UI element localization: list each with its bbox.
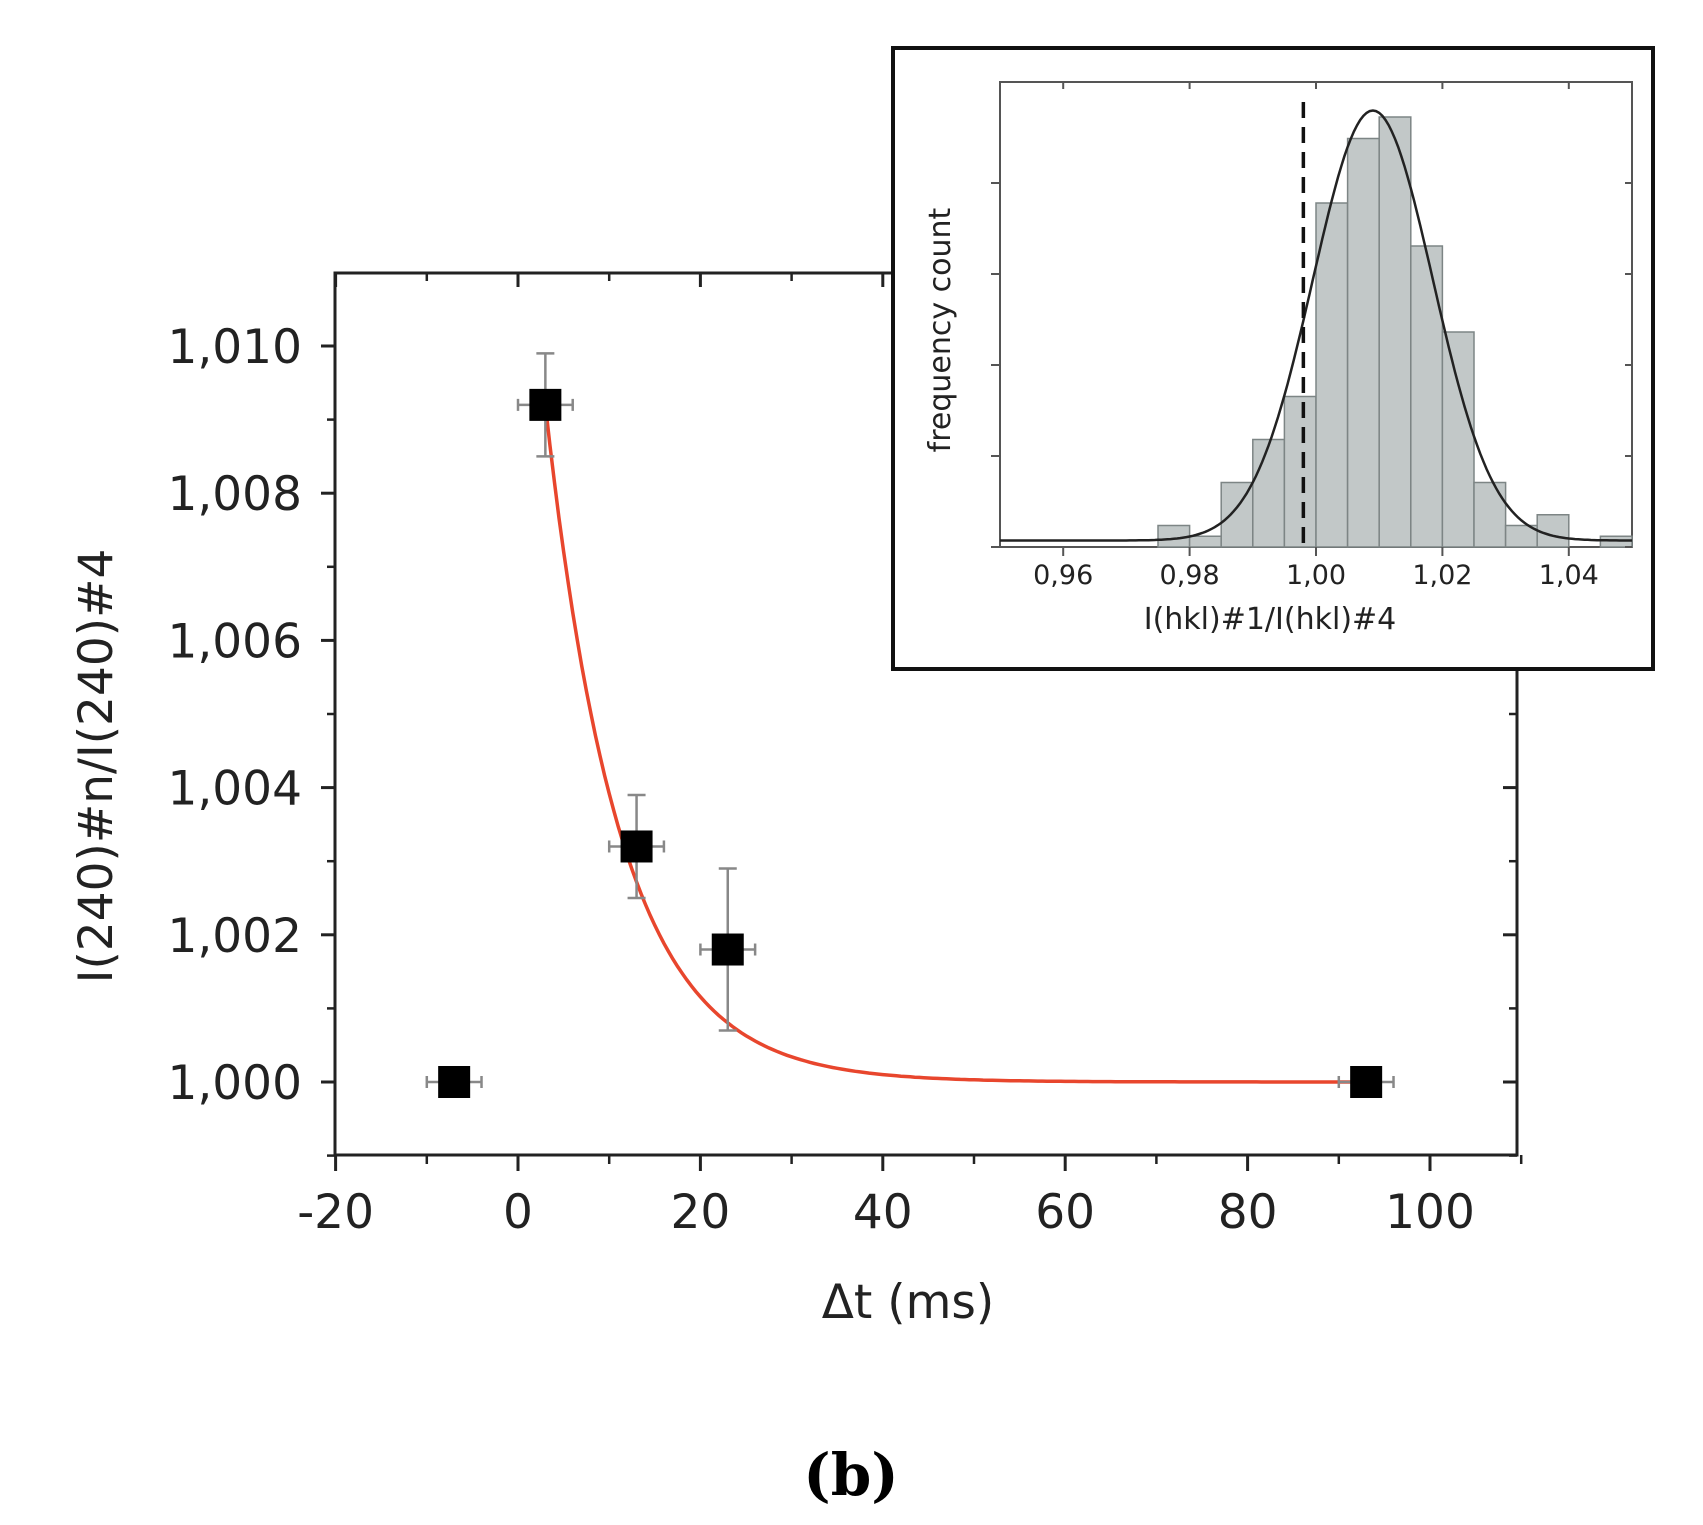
inset-x-tick-label: 1,04 — [1539, 560, 1599, 591]
inset-x-tick-label: 1,00 — [1286, 560, 1346, 591]
x-tick-label: -20 — [297, 1185, 374, 1240]
inset-x-axis-title: I(hkl)#1/I(hkl)#4 — [1144, 602, 1397, 637]
data-point-marker — [1350, 1066, 1383, 1098]
inset-histogram: 0,96 0,98 1,00 1,02 1,04 I(hkl)#1/I(hkl)#4 fre… — [891, 46, 1655, 671]
y-tick-label: 1,010 — [167, 320, 302, 375]
y-tick-label: 1,006 — [167, 614, 302, 669]
x-tick-label: 0 — [503, 1185, 533, 1240]
inset-x-tick-label: 1,02 — [1412, 560, 1472, 591]
histogram-bar — [1188, 535, 1222, 548]
data-point-marker — [620, 830, 653, 863]
x-axis-title: Δt (ms) — [822, 1275, 994, 1330]
histogram-bar — [1283, 395, 1317, 548]
fit-curve — [543, 404, 1367, 1084]
inset-y-axis-title: frequency count — [923, 207, 958, 452]
x-tick-label: 60 — [1035, 1185, 1095, 1240]
histogram-bar — [1410, 245, 1444, 548]
x-tick-label: 20 — [670, 1185, 730, 1240]
histogram-bar — [1536, 514, 1570, 548]
histogram-bar — [1252, 438, 1286, 548]
y-tick-label: 1,004 — [167, 762, 302, 817]
x-tick-label: 100 — [1385, 1185, 1475, 1240]
data-point-marker — [711, 933, 744, 966]
data-point-marker — [438, 1066, 471, 1098]
panel-label: (b) — [803, 1441, 898, 1509]
x-tick-label: 80 — [1218, 1185, 1278, 1240]
x-tick-label: 40 — [853, 1185, 913, 1240]
histogram-bar — [1346, 137, 1380, 548]
main-chart: -20 0 20 40 60 80 100 1,000 1,002 1,004 1,006 1,008… — [69, 271, 1523, 1330]
histogram-bar — [1441, 331, 1475, 548]
histogram-bar — [1378, 116, 1412, 548]
inset-x-tick-label: 0,98 — [1160, 560, 1220, 591]
histogram-bar — [1315, 202, 1349, 548]
inset-x-tick-label: 0,96 — [1033, 560, 1093, 591]
gaussian-fit-curve — [1000, 109, 1632, 542]
data-point-marker — [529, 388, 562, 421]
y-tick-label: 1,000 — [167, 1056, 302, 1111]
histogram-bar — [1473, 481, 1507, 548]
y-tick-label: 1,002 — [167, 909, 302, 964]
inset-box — [891, 46, 1655, 671]
y-axis-title: I(240)#n/I(240)#4 — [69, 549, 124, 984]
y-tick-label: 1,008 — [167, 467, 302, 522]
